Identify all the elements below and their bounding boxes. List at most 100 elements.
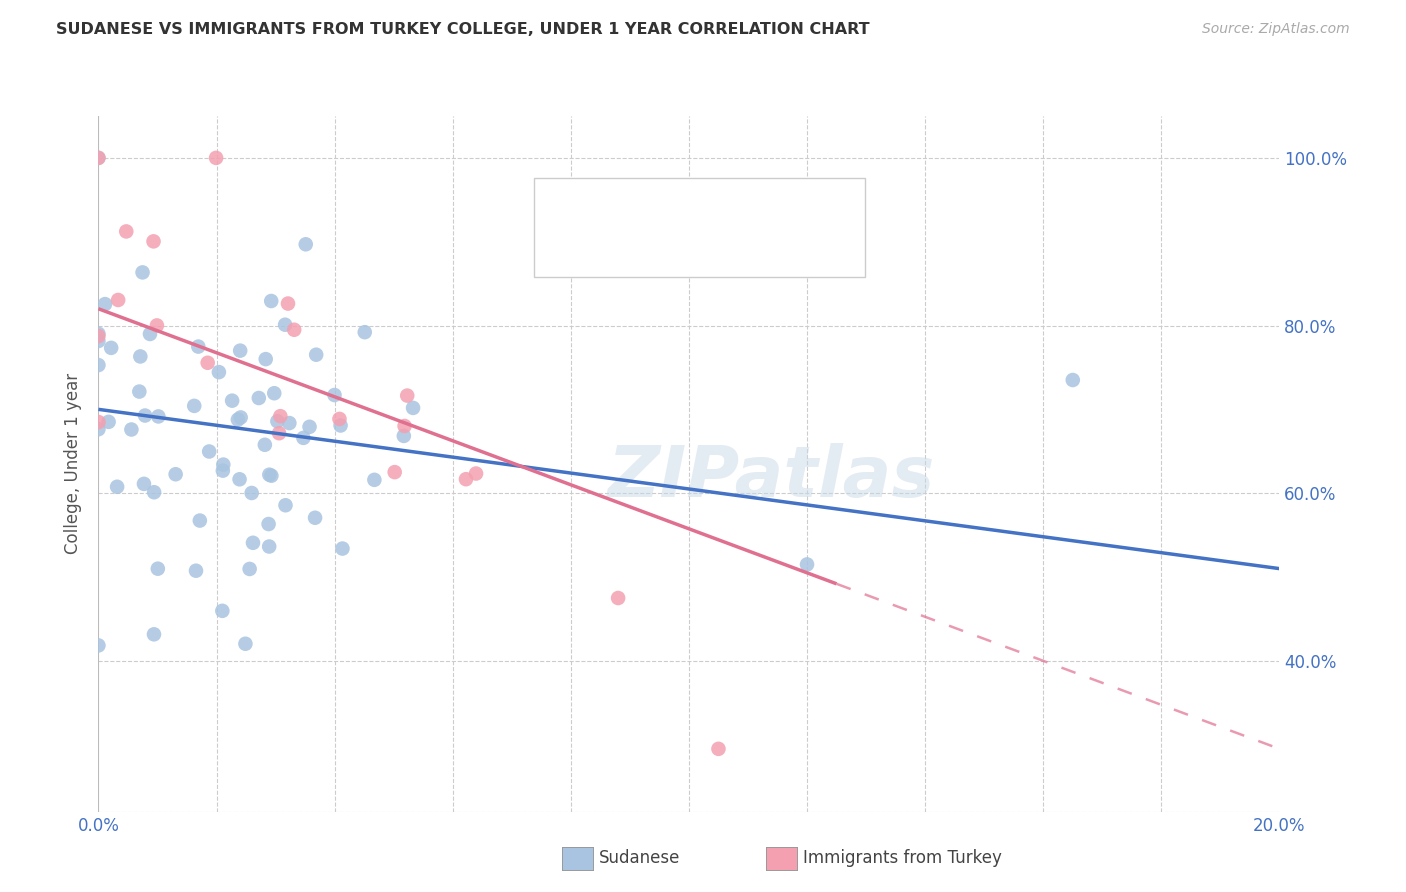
Point	[165, 467, 187, 482]
Point	[184, 564, 207, 578]
Point	[100, 341, 122, 355]
Point	[94, 297, 117, 311]
Point	[143, 485, 166, 500]
Point	[305, 348, 328, 362]
Point	[402, 401, 425, 415]
Point	[87, 329, 110, 343]
Point	[328, 412, 350, 426]
Point	[221, 393, 243, 408]
Point	[212, 458, 235, 472]
Point	[212, 464, 235, 478]
Point	[292, 431, 315, 445]
Text: N = 67: N = 67	[717, 200, 786, 218]
Point	[277, 296, 299, 310]
Point	[707, 742, 730, 756]
Point	[205, 151, 228, 165]
Point	[278, 416, 301, 430]
Text: Immigrants from Turkey: Immigrants from Turkey	[803, 849, 1001, 867]
Point	[239, 562, 262, 576]
Text: ZIPatlas: ZIPatlas	[607, 443, 935, 512]
Point	[332, 541, 354, 556]
Point	[87, 151, 110, 165]
Point	[267, 426, 290, 441]
Point	[294, 237, 316, 252]
Text: R =: R =	[595, 238, 636, 256]
Point	[139, 326, 162, 341]
Point	[132, 476, 155, 491]
Point	[260, 468, 283, 483]
Point	[115, 224, 138, 238]
Point	[87, 151, 110, 165]
Point	[353, 325, 375, 339]
Point	[263, 386, 285, 401]
Point	[197, 356, 219, 370]
Point	[131, 265, 153, 279]
Point	[87, 639, 110, 653]
Point	[274, 498, 297, 512]
Point	[392, 429, 415, 443]
Text: Source: ZipAtlas.com: Source: ZipAtlas.com	[1202, 22, 1350, 37]
Point	[87, 422, 110, 436]
Point	[396, 388, 419, 402]
Point	[465, 467, 488, 481]
Text: N = 21: N = 21	[717, 238, 786, 256]
Point	[363, 473, 385, 487]
Point	[146, 318, 169, 333]
Point	[607, 591, 630, 605]
Point	[87, 415, 110, 429]
Point	[254, 352, 277, 367]
Point	[198, 444, 221, 458]
Point	[97, 415, 120, 429]
Point	[87, 358, 110, 372]
Y-axis label: College, Under 1 year: College, Under 1 year	[65, 373, 83, 555]
Point	[129, 350, 152, 364]
Text: SUDANESE VS IMMIGRANTS FROM TURKEY COLLEGE, UNDER 1 YEAR CORRELATION CHART: SUDANESE VS IMMIGRANTS FROM TURKEY COLLE…	[56, 22, 870, 37]
Point	[188, 514, 211, 528]
Point	[259, 467, 281, 482]
Point	[323, 388, 346, 402]
Point	[143, 627, 166, 641]
Point	[257, 540, 280, 554]
Point	[148, 409, 170, 424]
Text: -0.208: -0.208	[637, 200, 690, 218]
Point	[87, 326, 110, 341]
Point	[384, 465, 406, 479]
Point	[240, 486, 263, 500]
Point	[260, 293, 283, 308]
Point	[183, 399, 205, 413]
Point	[298, 419, 321, 434]
Point	[304, 510, 326, 524]
Point	[796, 558, 818, 572]
Point	[247, 391, 270, 405]
Point	[187, 340, 209, 354]
Point	[228, 472, 250, 486]
Point	[269, 409, 291, 424]
Point	[454, 472, 477, 486]
Point	[253, 438, 276, 452]
Point	[105, 480, 128, 494]
Point	[146, 562, 169, 576]
Point	[226, 412, 249, 426]
Point	[1062, 373, 1084, 387]
Point	[274, 318, 297, 332]
Point	[257, 516, 280, 531]
Point	[242, 536, 264, 550]
Point	[107, 293, 129, 307]
Point	[142, 235, 165, 249]
Point	[229, 343, 252, 358]
Point	[229, 410, 252, 425]
Point	[87, 334, 110, 348]
Point	[235, 637, 257, 651]
Point	[394, 419, 416, 434]
Point	[128, 384, 150, 399]
Point	[283, 323, 305, 337]
Point	[329, 418, 352, 433]
Point	[211, 604, 233, 618]
Point	[134, 409, 156, 423]
Point	[208, 365, 231, 379]
Point	[266, 414, 288, 428]
Text: R =: R =	[595, 200, 631, 218]
Text: -0.513: -0.513	[637, 238, 690, 256]
Point	[120, 423, 142, 437]
Text: Sudanese: Sudanese	[599, 849, 681, 867]
